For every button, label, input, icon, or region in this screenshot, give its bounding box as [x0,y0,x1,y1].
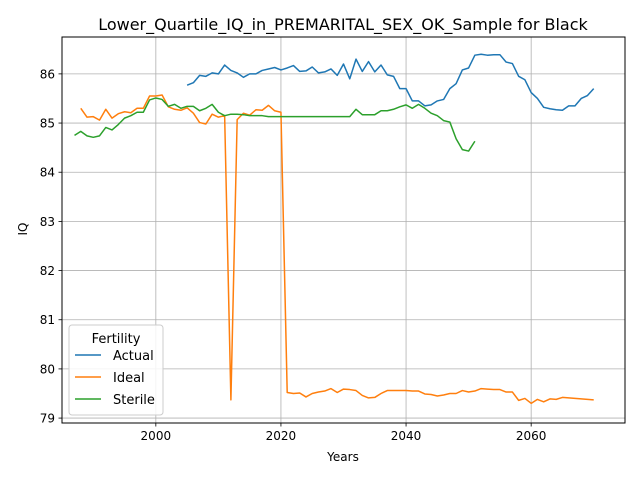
chart-title: Lower_Quartile_IQ_in_PREMARITAL_SEX_OK_S… [98,15,588,35]
y-tick-label: 86 [40,67,55,81]
y-tick-label: 85 [40,117,55,131]
y-tick-label: 82 [40,264,55,278]
x-tick-label: 2060 [516,429,547,443]
legend-label-ideal: Ideal [113,371,145,386]
y-tick-label: 79 [40,412,55,426]
y-axis-label: IQ [16,223,30,236]
x-tick-label: 2000 [141,429,172,443]
x-tick-label: 2040 [391,429,422,443]
legend-label-sterile: Sterile [113,393,155,408]
legend: Fertility Actual Ideal Sterile [69,325,163,415]
y-tick-label: 84 [40,166,55,180]
y-tick-label: 80 [40,362,55,376]
series-line-actual [187,54,594,110]
legend-title: Fertility [92,332,141,347]
x-tick-label: 2020 [266,429,297,443]
series-line-sterile [75,98,475,151]
x-axis-label: Years [326,450,359,464]
y-tick-label: 83 [40,215,55,229]
legend-label-actual: Actual [113,349,154,364]
y-tick-label: 81 [40,313,55,327]
